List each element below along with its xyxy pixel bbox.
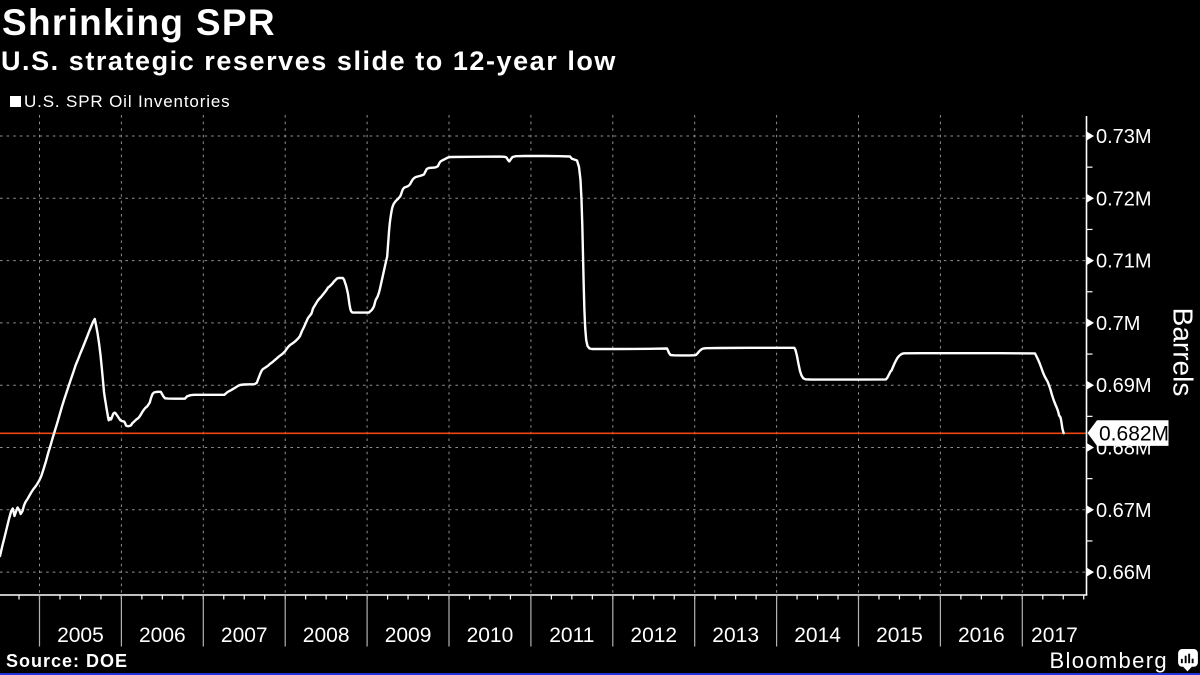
svg-text:0.67M: 0.67M	[1096, 500, 1152, 522]
svg-text:2007: 2007	[221, 624, 268, 647]
svg-text:2008: 2008	[303, 624, 350, 647]
svg-text:2009: 2009	[385, 624, 432, 647]
svg-text:2015: 2015	[876, 624, 923, 647]
svg-text:0.66M: 0.66M	[1096, 562, 1152, 584]
svg-text:0.73M: 0.73M	[1096, 126, 1152, 148]
svg-text:0.7M: 0.7M	[1096, 313, 1140, 335]
svg-text:2017: 2017	[1031, 624, 1078, 647]
svg-text:2014: 2014	[794, 624, 841, 647]
svg-text:2005: 2005	[57, 624, 104, 647]
svg-text:2013: 2013	[712, 624, 759, 647]
svg-text:2010: 2010	[467, 624, 514, 647]
svg-text:0.72M: 0.72M	[1096, 188, 1152, 210]
svg-text:2011: 2011	[549, 624, 594, 647]
svg-text:0.682M: 0.682M	[1099, 423, 1169, 446]
svg-text:0.71M: 0.71M	[1096, 251, 1152, 273]
svg-text:Barrels: Barrels	[1168, 308, 1199, 397]
svg-text:2016: 2016	[958, 624, 1005, 647]
svg-text:0.69M: 0.69M	[1096, 375, 1152, 397]
svg-text:2012: 2012	[630, 624, 677, 647]
svg-text:2006: 2006	[139, 624, 186, 647]
